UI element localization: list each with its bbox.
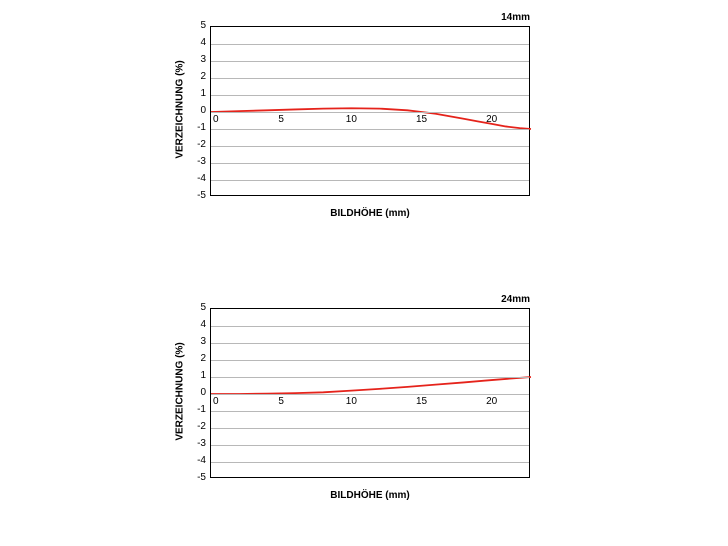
y-tick-label: -1 [186, 122, 206, 133]
x-tick-label: 0 [213, 396, 233, 407]
y-tick-label: -4 [186, 455, 206, 466]
y-tick-label: 3 [186, 336, 206, 347]
y-tick-label: -2 [186, 139, 206, 150]
y-tick-label: 0 [186, 387, 206, 398]
gridline-h [211, 326, 529, 327]
x-tick-label: 15 [412, 114, 432, 125]
gridline-h [211, 462, 529, 463]
y-tick-label: 2 [186, 71, 206, 82]
y-tick-label: 5 [186, 20, 206, 31]
gridline-h [211, 360, 529, 361]
x-axis-label-24mm: BILDHÖHE (mm) [210, 490, 530, 501]
y-tick-label: 1 [186, 370, 206, 381]
gridline-h [211, 163, 529, 164]
gridline-h [211, 146, 529, 147]
x-tick-label: 5 [271, 114, 291, 125]
y-tick-label: 5 [186, 302, 206, 313]
y-tick-label: 4 [186, 319, 206, 330]
x-tick-label: 10 [341, 114, 361, 125]
gridline-h [211, 129, 529, 130]
gridline-h [211, 377, 529, 378]
chart-title-24mm: 24mm [501, 294, 530, 305]
y-tick-label: -4 [186, 173, 206, 184]
y-tick-label: -5 [186, 472, 206, 483]
y-tick-label: -3 [186, 438, 206, 449]
x-tick-label: 20 [482, 114, 502, 125]
gridline-h [211, 394, 529, 395]
chart-24mm: 24mm 05101520 VERZEICHNUNG (%) BILDHÖHE … [210, 308, 530, 478]
gridline-h [211, 44, 529, 45]
plot-area-14mm: 0 5 10 15 20 [210, 26, 530, 196]
gridline-h [211, 78, 529, 79]
y-tick-label: -2 [186, 421, 206, 432]
gridline-h [211, 445, 529, 446]
gridline-h [211, 180, 529, 181]
y-tick-label: 3 [186, 54, 206, 65]
chart-14mm: 14mm 05101520 VERZEICHNUNG (%) BILDHÖHE … [210, 26, 530, 196]
y-tick-label: 1 [186, 88, 206, 99]
y-axis-label-24mm: VERZEICHNUNG (%) [175, 332, 186, 452]
y-tick-label: -5 [186, 190, 206, 201]
y-tick-label: -1 [186, 404, 206, 415]
y-tick-label: 4 [186, 37, 206, 48]
y-tick-label: 0 [186, 105, 206, 116]
plot-area-24mm: 0 5 10 15 20 [210, 308, 530, 478]
gridline-h [211, 411, 529, 412]
chart-title-14mm: 14mm [501, 12, 530, 23]
x-tick-label: 20 [482, 396, 502, 407]
gridline-h [211, 343, 529, 344]
x-tick-label: 5 [271, 396, 291, 407]
x-tick-label: 15 [412, 396, 432, 407]
x-axis-label-14mm: BILDHÖHE (mm) [210, 208, 530, 219]
x-tick-label: 10 [341, 396, 361, 407]
gridline-h [211, 61, 529, 62]
gridline-h [211, 95, 529, 96]
y-tick-label: 2 [186, 353, 206, 364]
gridline-h [211, 112, 529, 113]
y-tick-label: -3 [186, 156, 206, 167]
x-tick-label: 0 [213, 114, 233, 125]
y-axis-label-14mm: VERZEICHNUNG (%) [175, 50, 186, 170]
gridline-h [211, 428, 529, 429]
data-polyline [211, 377, 531, 394]
